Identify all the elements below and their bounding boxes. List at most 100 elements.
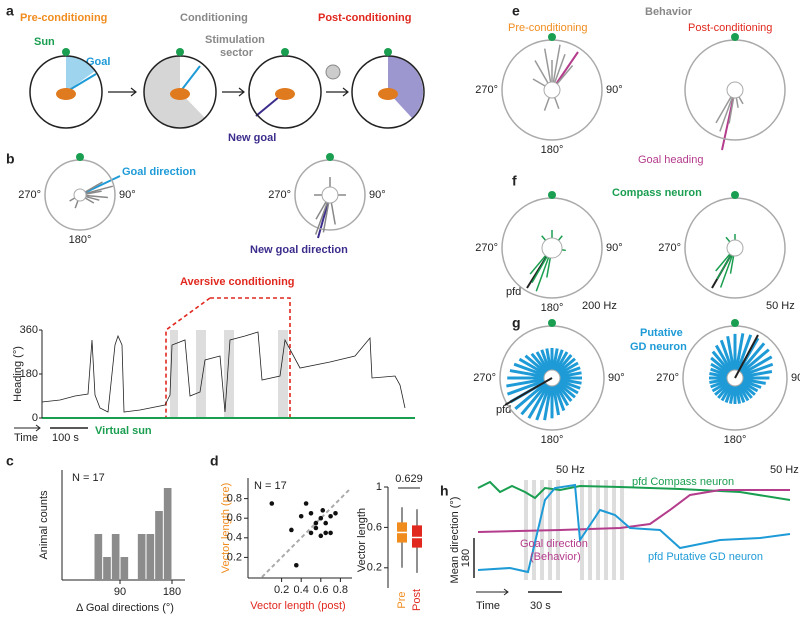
panel-label: f [512,173,517,189]
box [412,525,422,548]
panel-title: Behavior [645,6,693,18]
stim-label: sector [220,47,254,59]
y-tick-label: 0.8 [227,493,242,505]
spoke [529,255,547,275]
polar-center [73,188,87,202]
goal-label: Goal [86,56,110,68]
y-tick-label: 0 [32,412,38,424]
spoke [69,197,76,202]
spoke [518,357,546,376]
spoke [740,348,770,375]
spoke [85,185,114,195]
spoke [532,78,546,87]
goal-trace [477,489,790,533]
y-label: Vector length [356,508,368,572]
y-tick-label: 0.4 [227,532,242,544]
angle-label: 270° [473,372,496,384]
spoke [720,384,733,402]
y-label: Heading (°) [12,346,24,402]
aversive-label: Aversive conditioning [180,276,295,288]
bar [120,557,129,580]
new-goal-label: New goal [228,132,276,144]
spoke [710,356,730,375]
spoke [554,351,569,372]
x-tick-label: 0.8 [333,584,348,596]
spoke [531,256,548,284]
new-goal-direction: New goal direction [250,244,348,256]
y-tick-label: 1 [376,481,382,493]
spoke [541,235,547,241]
pfd-label: pfd [506,286,521,298]
x-label: Δ Goal directions (°) [76,602,174,614]
y-tick-label: 0.2 [227,551,242,563]
spoke [711,380,729,393]
panel-label: c [6,453,14,469]
scale-label: 30 s [530,600,551,612]
spoke [506,377,545,388]
pfd-label: pfd [496,404,511,416]
spoke [711,350,732,373]
scale-label: 200 Hz [582,300,617,312]
spoke [738,342,766,373]
spoke [535,257,550,292]
point [328,513,333,519]
time-arrow [476,588,509,596]
spoke [710,362,729,376]
spoke [728,97,735,124]
sub-title: Pre-conditioning [508,22,588,34]
sun-marker [731,191,739,199]
spoke [84,197,95,204]
bar [146,534,155,580]
spoke [506,379,545,396]
sun-marker [731,33,739,41]
spoke [729,385,736,404]
point [303,501,309,506]
angle-label: 90° [606,84,623,96]
x-tick-label: 180 [163,586,181,598]
bar [111,534,120,580]
x-label: Vector length (post) [250,600,345,612]
point [323,530,329,536]
spoke [737,384,750,402]
panel-title: GD neuron [630,341,687,353]
spoke [85,194,108,199]
goal-heading: Goal heading [638,154,703,166]
angle-label: 270° [656,372,679,384]
spoke [84,181,103,193]
bar [137,534,146,580]
n-label: N = 17 [72,472,105,484]
stim-label: Stimulation [205,34,265,46]
butterfly [170,88,190,100]
sun-marker [548,33,556,41]
point [294,562,299,568]
spoke [557,357,576,375]
point [318,533,324,539]
spoke [734,385,741,404]
spoke [514,381,547,410]
spoke [556,65,574,85]
y-label: Vector length (pre) [220,483,232,574]
panel-label: a [6,3,14,19]
polar-center [541,237,563,259]
spoke [742,362,774,377]
angle-label: 270° [18,189,41,201]
panel-label: h [440,483,449,499]
spoke [717,383,732,399]
spoke [315,201,327,220]
spoke [509,369,545,379]
butterfly [56,88,76,100]
panel-label: b [6,151,15,167]
point [308,530,314,536]
spoke [735,97,739,108]
point [328,530,333,536]
sun-marker [548,191,556,199]
angle-label: 270° [475,84,498,96]
spoke [716,254,732,280]
trace-label: (Behavior) [530,551,581,563]
spoke [546,257,552,278]
spoke [709,372,728,379]
spoke [557,381,576,399]
point [269,501,275,506]
spoke [524,354,547,375]
spoke [554,384,570,407]
